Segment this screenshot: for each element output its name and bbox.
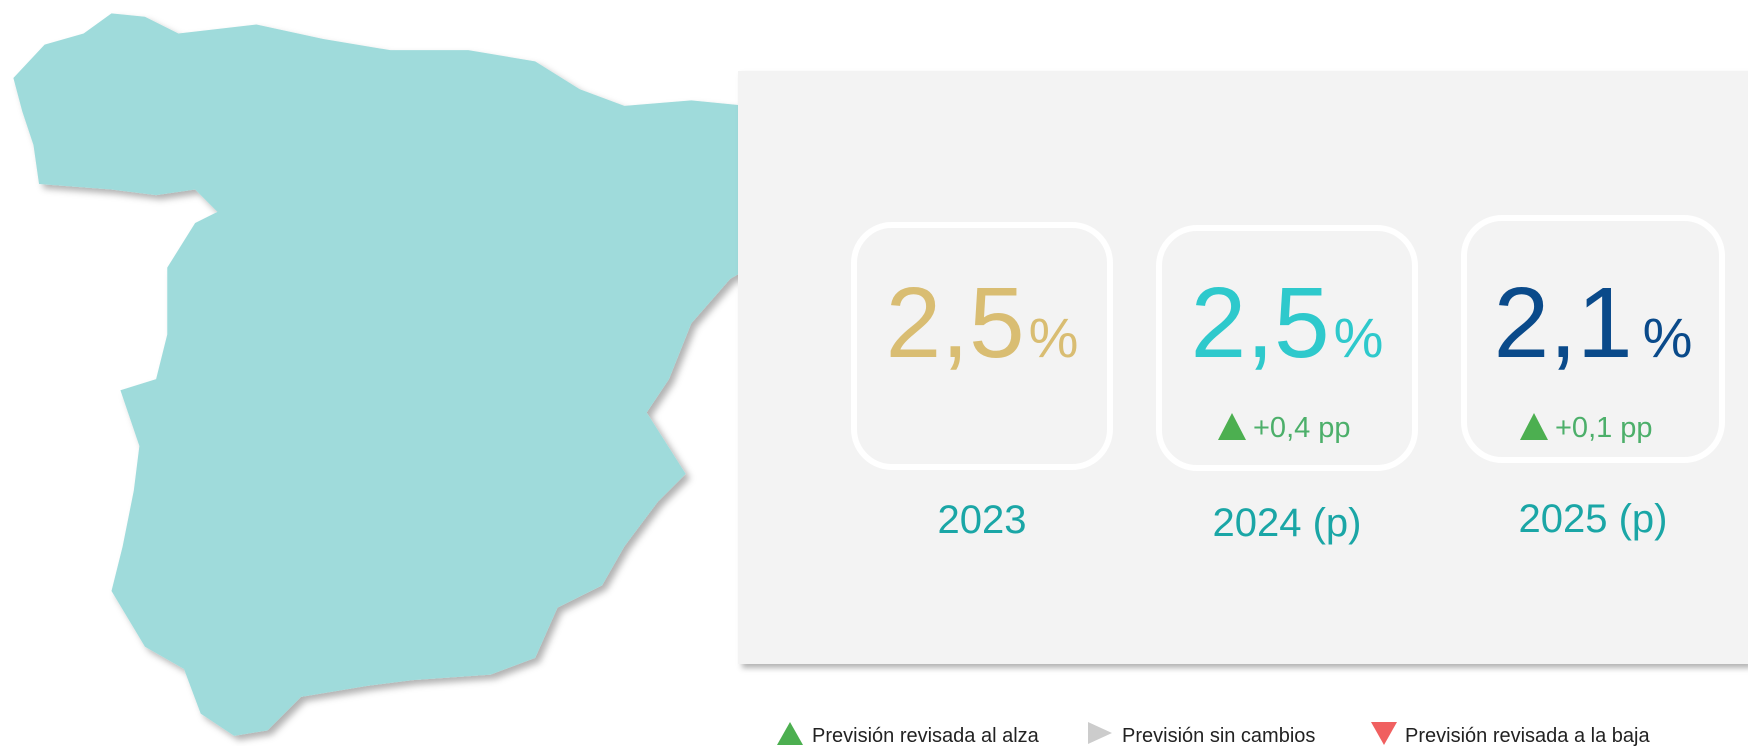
card-year: 2023 (938, 498, 1027, 542)
panel (738, 71, 1748, 664)
up-arrow (1520, 413, 1548, 440)
card-year: 2024 (p) (1213, 501, 1362, 545)
spain-map (13, 13, 887, 736)
card (851, 222, 1113, 470)
card (1461, 215, 1725, 463)
legend-icon-up (777, 722, 803, 745)
legend-item: Previsión sin cambios (1122, 725, 1315, 746)
card-year: 2025 (p) (1519, 497, 1668, 541)
legend-item: Previsión revisada a la baja (1405, 725, 1650, 746)
card-change: +0,1 pp (1555, 412, 1653, 444)
card-value: 2,5% (886, 267, 1079, 379)
map (13, 13, 887, 736)
card-change: +0,4 pp (1253, 412, 1351, 444)
up-arrow (1218, 413, 1246, 440)
card-value: 2,5% (1191, 267, 1384, 379)
card-value: 2,1% (1494, 267, 1693, 379)
legend-icon-down (1371, 722, 1397, 745)
legend-item: Previsión revisada al alza (812, 725, 1040, 746)
legend-icon-same (1088, 722, 1112, 744)
card (1156, 225, 1418, 471)
